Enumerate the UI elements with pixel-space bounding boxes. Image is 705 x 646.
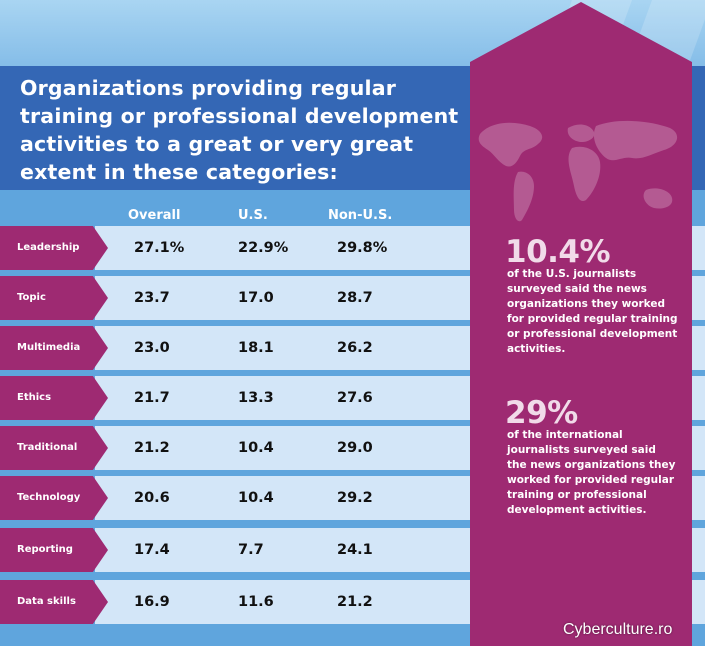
cell-us: 11.6: [238, 594, 274, 610]
cell-non-us: 24.1: [337, 542, 373, 558]
cell-us: 17.0: [238, 290, 274, 306]
cell-overall: 17.4: [134, 542, 170, 558]
cell-us: 10.4: [238, 440, 274, 456]
cell-us: 10.4: [238, 490, 274, 506]
cell-us: 22.9%: [238, 240, 289, 256]
stat-us-text: of the U.S. journalists surveyed said th…: [507, 268, 678, 355]
row-label: Reporting: [0, 528, 108, 572]
row-label: Technology: [0, 476, 108, 520]
cell-overall: 16.9: [134, 594, 170, 610]
cell-overall: 27.1%: [134, 240, 185, 256]
cell-overall: 23.0: [134, 340, 170, 356]
cell-non-us: 28.7: [337, 290, 373, 306]
cell-non-us: 27.6: [337, 390, 373, 406]
row-label: Traditional: [0, 426, 108, 470]
cell-overall: 21.2: [134, 440, 170, 456]
cell-overall: 21.7: [134, 390, 170, 406]
world-map-icon: [478, 120, 678, 222]
row-label: Topic: [0, 276, 108, 320]
cell-non-us: 29.8%: [337, 240, 388, 256]
cell-non-us: 26.2: [337, 340, 373, 356]
cell-overall: 23.7: [134, 290, 170, 306]
stat-international-value: 29%: [505, 395, 578, 431]
arrow-shape: [470, 2, 692, 646]
cell-overall: 20.6: [134, 490, 170, 506]
cell-us: 18.1: [238, 340, 274, 356]
cell-us: 7.7: [238, 542, 264, 558]
cell-non-us: 29.2: [337, 490, 373, 506]
page-title: Organizations providing regular training…: [20, 76, 459, 184]
column-header-overall: Overall: [128, 208, 181, 223]
purple-arrow-banner: [470, 2, 692, 646]
column-header-us: U.S.: [238, 208, 268, 223]
row-label: Leadership: [0, 226, 108, 270]
row-label: Ethics: [0, 376, 108, 420]
stat-international-text: of the international journalists surveye…: [507, 429, 676, 516]
cell-non-us: 21.2: [337, 594, 373, 610]
stat-us-value: 10.4%: [505, 234, 611, 270]
row-label: Data skills: [0, 580, 108, 624]
column-header-non-us: Non-U.S.: [328, 208, 393, 223]
cell-non-us: 29.0: [337, 440, 373, 456]
row-label: Multimedia: [0, 326, 108, 370]
watermark-credit: Cyberculture.ro: [563, 621, 673, 638]
cell-us: 13.3: [238, 390, 274, 406]
